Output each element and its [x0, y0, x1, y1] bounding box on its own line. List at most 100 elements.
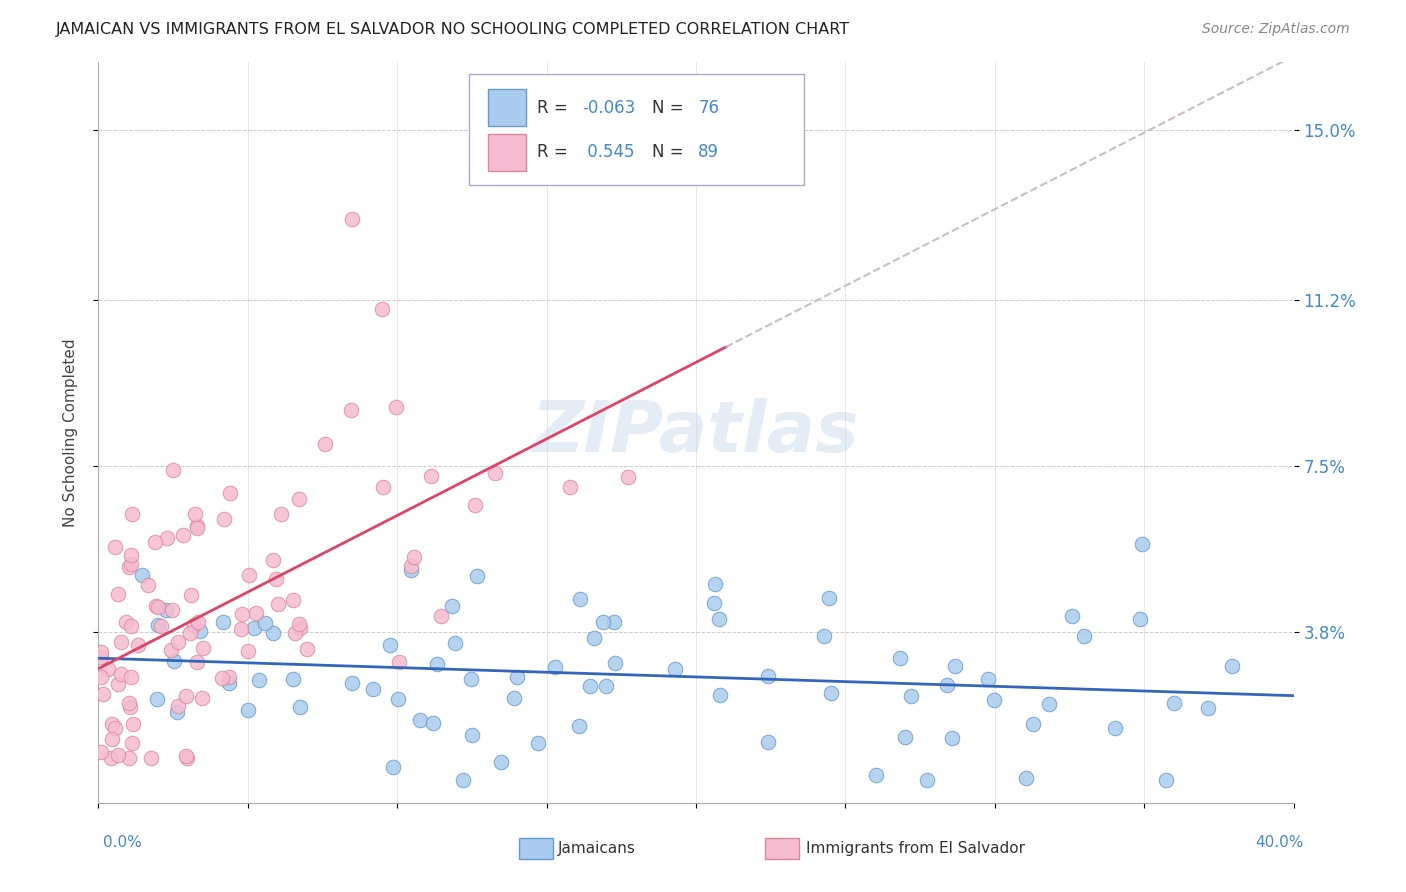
Point	[1022, 717, 1045, 731]
Point	[568, 719, 591, 733]
Point	[387, 692, 409, 706]
Point	[664, 662, 686, 676]
Point	[167, 634, 190, 648]
Point	[281, 672, 304, 686]
Point	[422, 715, 444, 730]
Point	[243, 621, 266, 635]
Point	[143, 535, 166, 549]
Point	[399, 559, 422, 574]
Point	[146, 691, 169, 706]
Point	[288, 616, 311, 631]
Point	[451, 773, 474, 788]
Point	[707, 612, 730, 626]
Point	[1104, 721, 1126, 735]
Point	[155, 603, 177, 617]
Point	[281, 593, 304, 607]
Point	[107, 747, 129, 762]
Point	[817, 591, 839, 606]
Point	[1062, 608, 1084, 623]
Point	[101, 731, 124, 746]
Point	[176, 751, 198, 765]
Point	[579, 679, 602, 693]
Point	[568, 591, 591, 606]
Point	[408, 713, 430, 727]
Text: 0.545: 0.545	[582, 143, 636, 161]
Point	[704, 577, 727, 591]
Point	[382, 760, 405, 774]
Point	[97, 662, 120, 676]
Point	[104, 721, 127, 735]
Point	[342, 212, 364, 227]
Point	[218, 676, 240, 690]
Point	[247, 673, 270, 688]
Point	[506, 670, 529, 684]
Point	[118, 751, 141, 765]
Point	[118, 560, 141, 574]
Text: 40.0%: 40.0%	[1256, 836, 1303, 850]
Point	[160, 603, 183, 617]
Point	[363, 681, 385, 696]
Point	[1073, 629, 1095, 643]
Point	[1130, 537, 1153, 551]
Point	[231, 607, 253, 621]
Point	[544, 660, 567, 674]
Point	[340, 402, 363, 417]
Point	[703, 597, 725, 611]
Point	[120, 619, 142, 633]
Point	[266, 572, 288, 586]
Point	[371, 480, 394, 494]
Point	[148, 600, 170, 615]
Point	[90, 645, 112, 659]
Point	[460, 728, 482, 742]
Point	[162, 463, 184, 477]
Point	[603, 656, 626, 670]
Text: N =: N =	[652, 99, 689, 117]
Point	[865, 768, 887, 782]
Point	[430, 609, 453, 624]
Point	[290, 622, 312, 636]
Point	[1038, 697, 1060, 711]
Point	[820, 686, 842, 700]
FancyBboxPatch shape	[488, 89, 526, 126]
Point	[1220, 659, 1243, 673]
Point	[172, 528, 194, 542]
Point	[502, 690, 524, 705]
Point	[936, 678, 959, 692]
Point	[582, 631, 605, 645]
Point	[156, 531, 179, 545]
Y-axis label: No Schooling Completed: No Schooling Completed	[63, 338, 77, 527]
Point	[100, 751, 122, 765]
Point	[340, 676, 363, 690]
Point	[191, 690, 214, 705]
Point	[983, 693, 1005, 707]
FancyBboxPatch shape	[488, 134, 526, 170]
Point	[120, 557, 142, 571]
Point	[756, 669, 779, 683]
Text: JAMAICAN VS IMMIGRANTS FROM EL SALVADOR NO SCHOOLING COMPLETED CORRELATION CHART: JAMAICAN VS IMMIGRANTS FROM EL SALVADOR …	[56, 22, 851, 37]
Point	[110, 635, 132, 649]
Point	[90, 670, 112, 684]
Point	[314, 437, 336, 451]
Text: -0.063: -0.063	[582, 99, 636, 117]
Text: 0.0%: 0.0%	[103, 836, 142, 850]
Point	[174, 689, 197, 703]
Point	[977, 672, 1000, 686]
Point	[426, 657, 449, 671]
Point	[187, 615, 209, 630]
Point	[138, 578, 160, 592]
Point	[146, 617, 169, 632]
Point	[141, 751, 163, 765]
Point	[287, 491, 309, 506]
Point	[262, 552, 284, 566]
Text: Immigrants from El Salvador: Immigrants from El Salvador	[806, 841, 1025, 855]
Point	[236, 703, 259, 717]
Point	[491, 755, 513, 769]
Text: ZIPatlas: ZIPatlas	[533, 398, 859, 467]
Point	[1129, 612, 1152, 626]
Point	[174, 748, 197, 763]
Point	[179, 625, 201, 640]
Point	[900, 690, 922, 704]
Text: R =: R =	[537, 99, 574, 117]
Point	[1015, 772, 1038, 786]
Text: Source: ZipAtlas.com: Source: ZipAtlas.com	[1202, 22, 1350, 37]
